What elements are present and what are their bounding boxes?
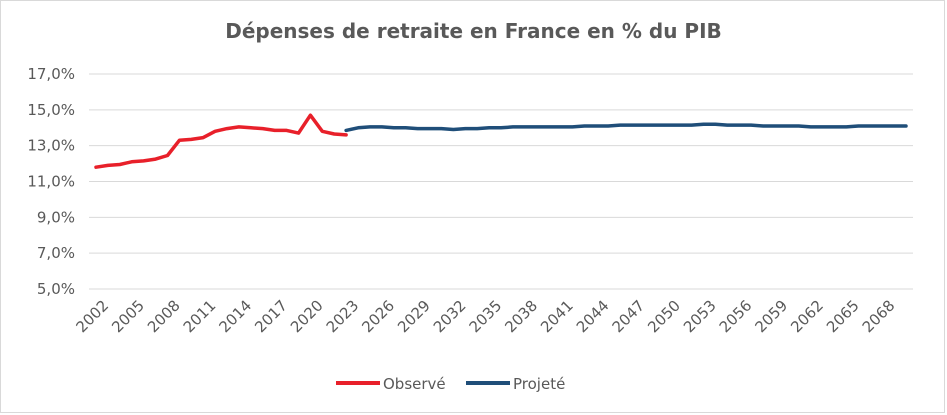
x-tick-label: 2044 xyxy=(573,297,613,337)
x-tick-label: 2050 xyxy=(644,297,684,337)
x-tick-label: 2068 xyxy=(859,297,899,337)
y-tick-label: 13,0% xyxy=(27,137,75,155)
x-tick-label: 2038 xyxy=(501,297,541,337)
y-tick-label: 17,0% xyxy=(27,65,75,83)
x-tick-label: 2059 xyxy=(751,297,791,337)
legend-label: Observé xyxy=(383,375,446,393)
y-tick-label: 7,0% xyxy=(37,244,75,262)
x-tick-label: 2047 xyxy=(609,297,649,337)
x-tick-label: 2041 xyxy=(537,297,577,337)
x-tick-label: 2029 xyxy=(394,297,434,337)
x-tick-label: 2011 xyxy=(180,297,220,337)
x-tick-label: 2032 xyxy=(430,297,470,337)
x-tick-label: 2062 xyxy=(787,297,827,337)
series-line-projete xyxy=(344,122,908,133)
x-tick-label: 2014 xyxy=(215,297,255,337)
y-tick-label: 5,0% xyxy=(37,280,75,298)
x-tick-label: 2053 xyxy=(680,297,720,337)
x-tick-label: 2023 xyxy=(323,297,363,337)
x-tick-label: 2065 xyxy=(823,297,863,337)
series-line-observe xyxy=(94,113,348,169)
x-tick-label: 2017 xyxy=(251,297,291,337)
x-tick-label: 2035 xyxy=(466,297,506,337)
x-tick-label: 2056 xyxy=(716,297,756,337)
y-tick-label: 9,0% xyxy=(37,208,75,226)
y-tick-label: 11,0% xyxy=(27,173,75,191)
x-tick-label: 2026 xyxy=(358,297,398,337)
legend-label: Projeté xyxy=(513,375,565,393)
y-tick-label: 15,0% xyxy=(27,101,75,119)
x-tick-label: 2002 xyxy=(73,297,113,337)
x-tick-label: 2005 xyxy=(108,297,148,337)
x-tick-label: 2008 xyxy=(144,297,184,337)
x-tick-label: 2020 xyxy=(287,297,327,337)
chart-title: Dépenses de retraite en France en % du P… xyxy=(225,19,722,43)
